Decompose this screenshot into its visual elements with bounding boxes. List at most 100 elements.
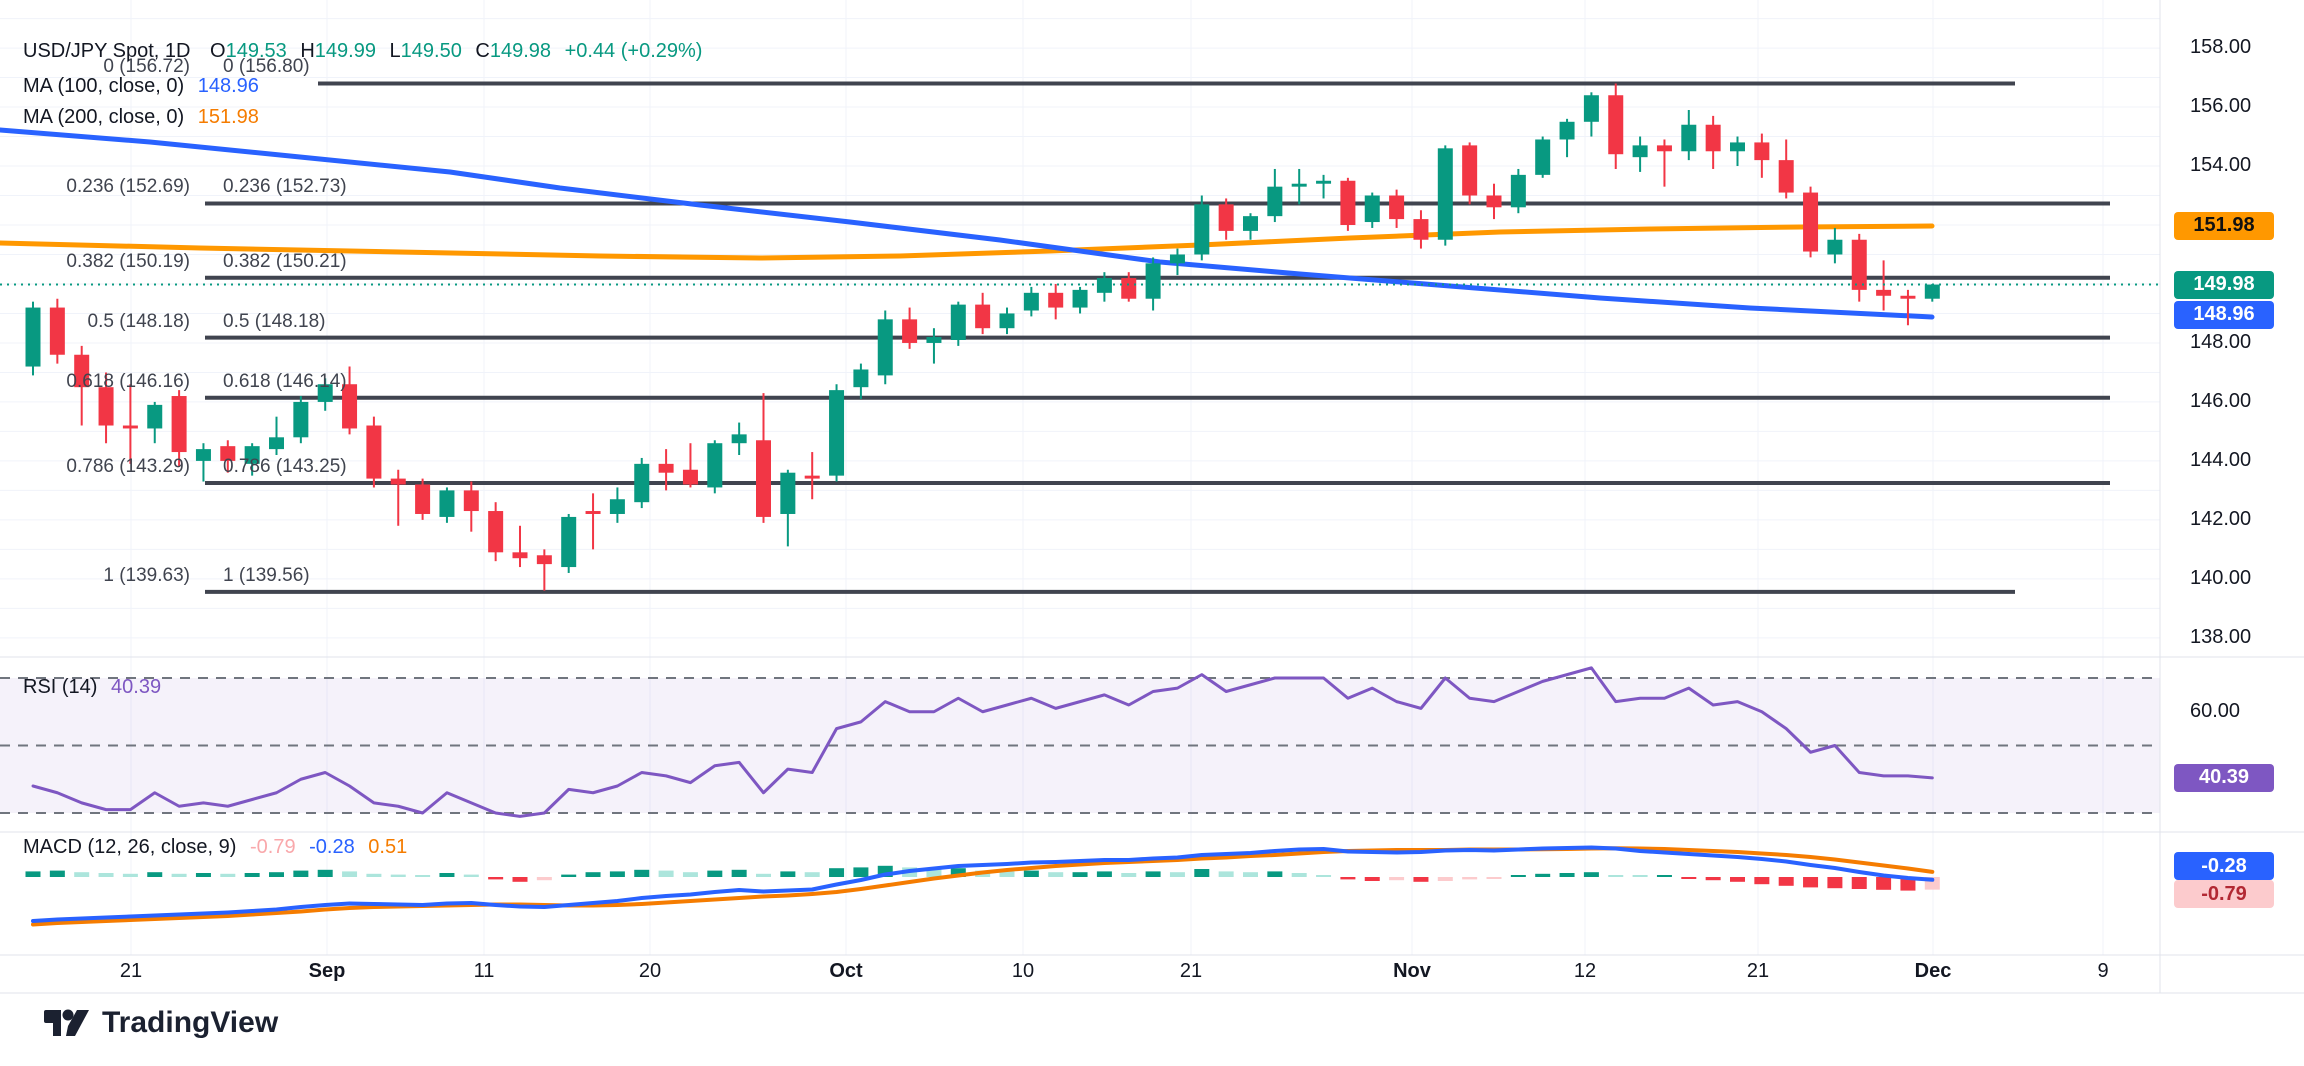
macd-line-value: -0.28	[309, 836, 355, 858]
tradingview-logo-icon	[44, 1009, 89, 1036]
macd-histogram-bar	[463, 874, 479, 877]
macd-histogram-bar	[1656, 875, 1672, 877]
macd-histogram-bar	[1851, 877, 1867, 889]
rsi-label: RSI (14)	[23, 676, 98, 698]
macd-histogram-bar	[1364, 877, 1380, 881]
macd-histogram-bar	[49, 870, 65, 877]
candle-body	[1876, 289, 1892, 296]
macd-histogram-bar	[926, 869, 942, 877]
macd-histogram-bar	[488, 877, 504, 880]
high-label: H	[300, 40, 315, 62]
ma100-label: MA (100, close, 0)	[23, 75, 185, 97]
candle-body	[877, 319, 893, 376]
macd-signal-line	[31, 846, 1935, 927]
time-tick-label: 21	[1746, 960, 1770, 982]
fib-label-left: 0 (156.72)	[103, 56, 190, 78]
ma100-price-badge: 148.96	[2174, 300, 2274, 329]
macd-histogram-bar	[1169, 872, 1185, 877]
macd-legend[interactable]: MACD (12, 26, close, 9) -0.79 -0.28 0.51	[23, 836, 407, 859]
candle-body	[415, 484, 431, 514]
rsi-line	[31, 666, 1934, 818]
candle-body	[1851, 239, 1867, 290]
candle-body	[1316, 180, 1332, 184]
candle-body	[1218, 204, 1234, 231]
ma100-legend[interactable]: MA (100, close, 0) 148.96	[23, 75, 259, 98]
price-tick-label: 140.00	[2190, 566, 2252, 589]
candle-body	[1510, 174, 1526, 208]
macd-histogram-bar	[1023, 870, 1039, 877]
candle-body	[293, 401, 309, 438]
rsi-value-badge: 40.39	[2174, 763, 2274, 792]
candle-body	[25, 307, 41, 367]
macd-histogram-bar	[366, 873, 382, 877]
candle-body	[1194, 204, 1210, 255]
macd-histogram-bar	[1243, 872, 1258, 877]
ma200-legend[interactable]: MA (200, close, 0) 151.98	[23, 106, 259, 129]
candle-body	[390, 478, 406, 485]
macd-line	[31, 845, 1935, 923]
candle-body	[1121, 278, 1137, 299]
macd-histogram-bar	[195, 873, 211, 877]
candle-body	[1437, 148, 1453, 240]
candle-body	[561, 516, 577, 568]
fib-label-right: 0.382 (150.21)	[223, 250, 347, 272]
macd-histogram-bar	[1218, 871, 1234, 877]
macd-histogram-bar	[999, 871, 1015, 877]
candle-body	[536, 555, 552, 565]
candle-body	[147, 404, 163, 429]
macd-histogram-bar	[950, 868, 966, 877]
candle-body	[1072, 289, 1088, 308]
macd-histogram-bar	[1194, 869, 1210, 877]
macd-histogram-bar	[147, 872, 163, 877]
candle-body	[804, 475, 820, 479]
price-tick-label: 148.00	[2190, 330, 2252, 353]
candle-body	[1559, 121, 1575, 140]
fib-label-left: 0.236 (152.69)	[66, 176, 190, 198]
macd-histogram-bar	[439, 873, 455, 877]
candle-body	[1340, 180, 1356, 225]
macd-histogram-bar	[1316, 875, 1332, 877]
price-tick-label: 154.00	[2190, 154, 2252, 177]
macd-histogram-bar	[585, 872, 601, 877]
candle-body	[317, 384, 333, 402]
symbol-legend[interactable]: USD/JPY Spot, 1D O149.53 H149.99 L149.50…	[23, 40, 702, 63]
low-value: 149.50	[400, 40, 462, 62]
time-tick-label: 12	[1573, 960, 1597, 982]
candle-body	[342, 384, 358, 429]
time-tick-label: Oct	[829, 960, 863, 982]
macd-histogram-bar	[1730, 877, 1745, 882]
macd-histogram-bar	[74, 872, 90, 877]
macd-histogram-bar	[1072, 872, 1088, 877]
macd-histogram-bar	[780, 871, 796, 877]
fib-label-left: 0.786 (143.29)	[66, 456, 190, 478]
macd-histogram-bar	[98, 873, 114, 877]
rsi-legend[interactable]: RSI (14) 40.39	[23, 676, 161, 699]
macd-histogram-bar	[609, 871, 625, 877]
open-value: 149.53	[225, 40, 287, 62]
close-label: C	[475, 40, 490, 62]
candle-body	[634, 463, 650, 503]
macd-histogram-bar	[1121, 873, 1137, 877]
time-tick-label: Sep	[308, 960, 346, 982]
time-tick-label: 10	[1011, 960, 1035, 982]
macd-histogram-bar	[877, 865, 893, 877]
time-tick-label: Nov	[1393, 960, 1431, 982]
candle-body	[1924, 284, 1940, 299]
candle-body	[220, 446, 236, 461]
macd-histogram-bar	[1803, 877, 1819, 888]
macd-histogram-bar	[25, 871, 41, 877]
fib-label-right: 0.618 (146.14)	[223, 370, 347, 392]
ma200-price-badge: 151.98	[2174, 211, 2274, 240]
candle-body	[1705, 124, 1721, 152]
tradingview-logo[interactable]: TradingView	[44, 1002, 278, 1044]
macd-histogram-bar	[269, 872, 284, 877]
candle-body	[756, 440, 771, 517]
high-value: 149.99	[314, 40, 376, 62]
macd-histogram-bar	[390, 874, 406, 877]
macd-histogram-bar	[731, 869, 747, 877]
candle-body	[439, 490, 455, 517]
macd-histogram-bar	[1413, 877, 1429, 882]
fib-label-right: 0 (156.80)	[223, 56, 310, 78]
